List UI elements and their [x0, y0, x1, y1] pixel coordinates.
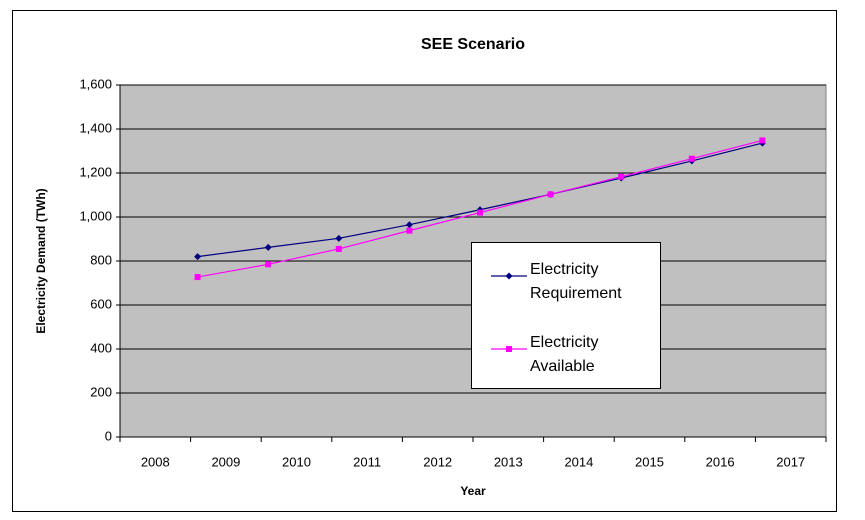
point [405, 221, 413, 229]
point [194, 253, 202, 261]
point [335, 234, 343, 242]
legend-swatch [491, 346, 527, 352]
point [547, 191, 554, 198]
legend-entry: Electricity Available [472, 326, 660, 386]
legend-entry: Electricity Requirement [472, 253, 660, 313]
point [406, 227, 413, 234]
point [264, 243, 272, 251]
x-axis-label: Year [460, 484, 486, 498]
y-tick-label: 600 [90, 296, 112, 311]
x-tick-label: 2016 [706, 454, 735, 469]
x-tick-label: 2008 [141, 454, 170, 469]
y-tick-label: 800 [90, 252, 112, 267]
y-tick-label: 1,400 [79, 120, 112, 135]
point [688, 155, 695, 162]
point [759, 137, 766, 144]
x-tick-label: 2011 [353, 454, 381, 469]
legend-label: Electricity Requirement [530, 261, 622, 302]
x-tick-label: 2013 [494, 454, 523, 469]
x-tick-label: 2010 [282, 454, 311, 469]
y-tick-label: 200 [90, 384, 112, 399]
point [477, 209, 483, 216]
x-tick-label: 2012 [423, 454, 452, 469]
y-tick-label: 1,000 [79, 208, 112, 223]
x-tick-label: 2009 [211, 454, 240, 469]
y-axis-label: Electricity Demand (TWh) [34, 188, 48, 333]
x-tick-label: 2014 [564, 454, 593, 469]
x-tick-label: 2015 [635, 454, 664, 469]
legend: Electricity Requirement Electricity Avail… [471, 242, 661, 389]
y-tick-label: 1,600 [79, 76, 112, 91]
legend-label: Electricity Available [530, 334, 599, 375]
legend-swatch [491, 272, 527, 280]
y-tick-label: 400 [90, 340, 112, 355]
chart-title: SEE Scenario [421, 36, 525, 53]
y-tick-label: 0 [105, 428, 112, 443]
y-tick-label: 1,200 [79, 164, 112, 179]
point [618, 173, 625, 180]
legend-marker [506, 346, 512, 352]
point [335, 245, 342, 252]
legend-marker [505, 272, 513, 280]
point [194, 274, 201, 281]
x-tick-label: 2017 [776, 454, 805, 469]
point [265, 261, 272, 268]
